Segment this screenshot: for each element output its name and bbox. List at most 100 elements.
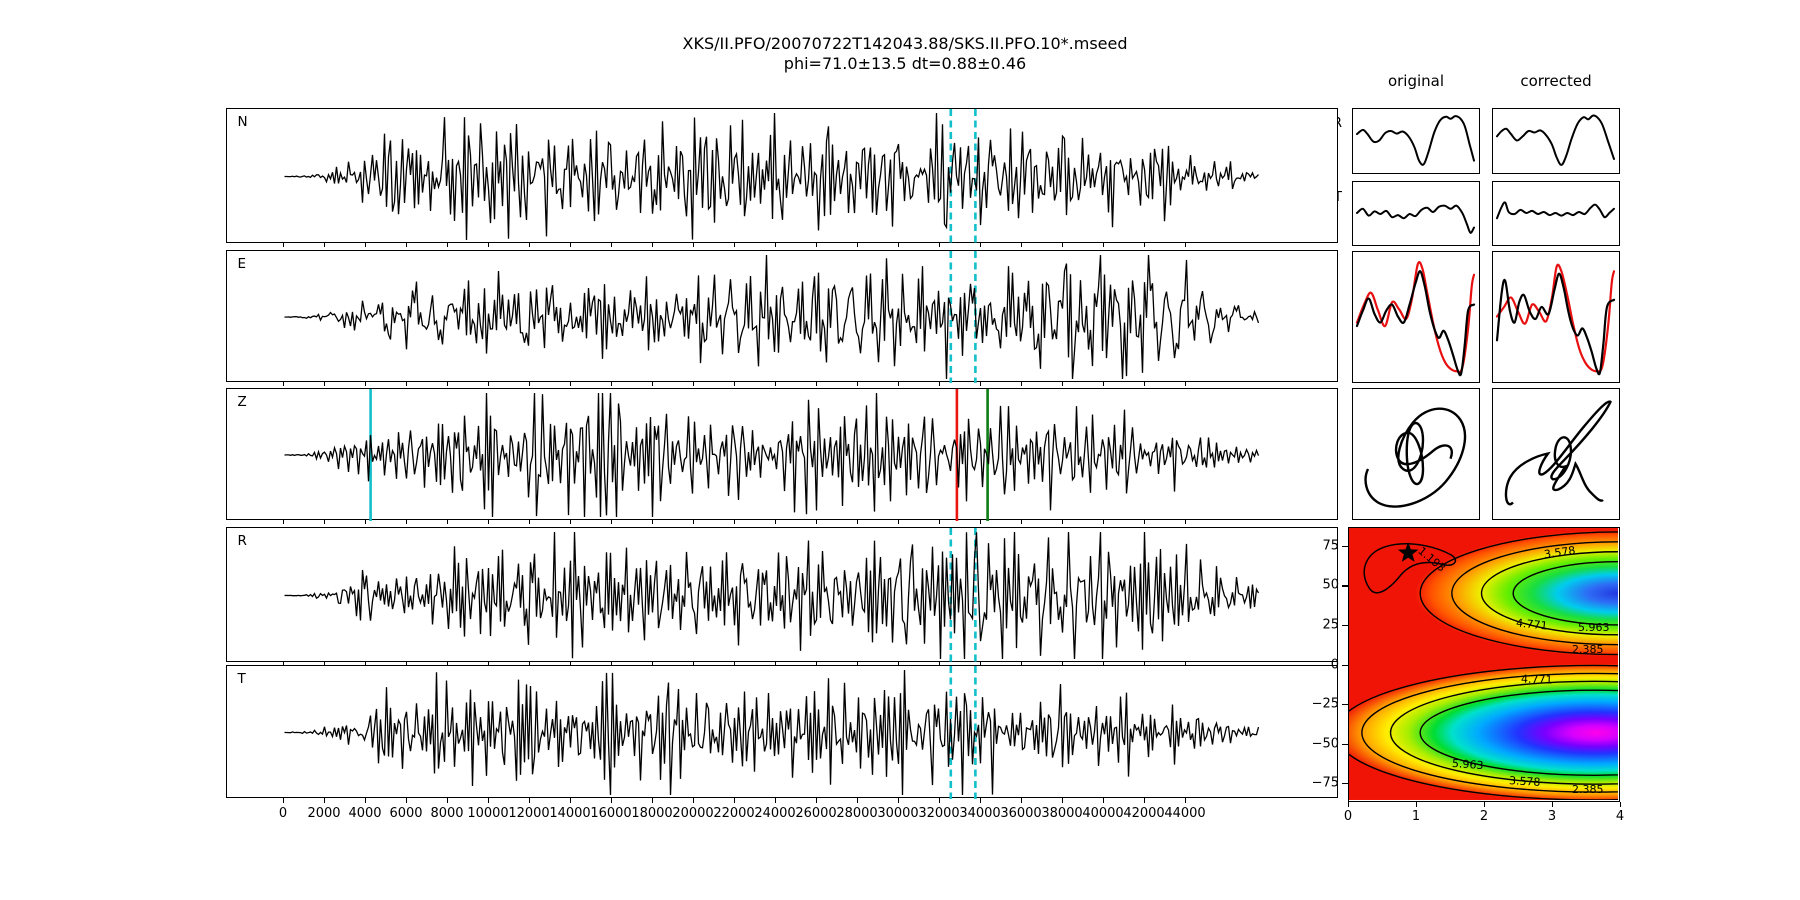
axis-tick-mark xyxy=(775,382,777,386)
surface-y-tick-label: 75 xyxy=(1322,538,1339,554)
waveform-panel-z: Z xyxy=(225,388,1338,521)
row-label-t: T xyxy=(1334,190,1342,205)
axis-tick-mark xyxy=(529,798,531,803)
axis-tick-mark xyxy=(1021,798,1023,803)
axis-tick-mark xyxy=(365,382,367,386)
x-axis-tick-label: 34000 xyxy=(959,806,1001,821)
x-axis-tick-label: 6000 xyxy=(389,806,423,821)
trace-svg-z xyxy=(283,389,1259,521)
x-axis-tick-label: 22000 xyxy=(713,806,755,821)
axis-tick-mark xyxy=(939,662,941,666)
panel-label-e: E xyxy=(237,256,247,272)
axis-tick-mark xyxy=(652,243,654,247)
error-surface-map xyxy=(1349,528,1618,800)
axis-tick-mark xyxy=(980,520,982,524)
axis-tick-mark xyxy=(611,382,613,386)
axis-tick-mark xyxy=(857,520,859,524)
axis-tick-mark xyxy=(734,382,736,386)
axis-tick-mark xyxy=(898,382,900,386)
axis-tick-mark xyxy=(775,798,777,803)
axis-tick-mark xyxy=(529,243,531,247)
axis-tick-mark xyxy=(324,243,326,247)
axis-tick-mark xyxy=(324,520,326,524)
column-header-original: original xyxy=(1387,72,1445,90)
axis-tick-mark xyxy=(1185,662,1187,666)
r-trace-corrected xyxy=(1496,114,1615,166)
contour-label: 2.385 xyxy=(1572,643,1604,656)
axis-tick-mark xyxy=(1185,520,1187,524)
panel-label-t: T xyxy=(237,671,246,687)
x-axis-tick-label: 26000 xyxy=(795,806,837,821)
panel-label-n: N xyxy=(237,114,248,130)
axis-tick-mark xyxy=(365,798,367,803)
axis-tick-mark xyxy=(611,243,613,247)
axis-tick-mark xyxy=(734,243,736,247)
seismic-trace-z xyxy=(283,392,1259,518)
axis-tick-mark xyxy=(324,662,326,666)
axis-tick-mark xyxy=(488,243,490,247)
small-panel-compare-original xyxy=(1352,251,1480,383)
axis-tick-mark xyxy=(1062,798,1064,803)
contour-label: 4.771 xyxy=(1520,672,1553,687)
axis-tick-mark xyxy=(1144,243,1146,247)
axis-tick-mark xyxy=(734,798,736,803)
axis-tick-mark xyxy=(980,243,982,247)
particle-motion-corrected xyxy=(1492,388,1620,520)
contour-label: 2.385 xyxy=(1572,783,1604,796)
axis-tick-mark xyxy=(488,520,490,524)
seismic-trace-e xyxy=(283,254,1259,380)
fast-trace-original xyxy=(1355,261,1476,374)
axis-tick-mark xyxy=(488,798,490,803)
axis-tick-mark xyxy=(1144,662,1146,666)
surface-x-tick-label: 3 xyxy=(1547,809,1557,824)
axis-tick-mark xyxy=(1021,243,1023,247)
axis-tick-mark xyxy=(365,243,367,247)
axis-tick-mark xyxy=(406,798,408,803)
best-fit-contour xyxy=(1363,543,1457,594)
axis-tick-mark xyxy=(570,662,572,666)
surface-x-tick-label: 4 xyxy=(1615,809,1625,824)
axis-tick-mark xyxy=(693,798,695,803)
particle-motion-original xyxy=(1352,388,1480,520)
surface-y-tick-label: 0 xyxy=(1330,657,1339,672)
contour-label: 5.963 xyxy=(1578,621,1610,634)
axis-tick-mark xyxy=(1062,382,1064,386)
x-axis-tick-label: 42000 xyxy=(1123,806,1165,821)
axis-tick-mark xyxy=(734,662,736,666)
surface-y-tick-label: −50 xyxy=(1311,736,1339,752)
axis-tick-mark xyxy=(488,382,490,386)
trace-svg-t xyxy=(284,666,1259,799)
x-axis-tick-label: 24000 xyxy=(754,806,796,821)
particle-motion-path-original xyxy=(1366,409,1465,507)
surface-y-tick-mark xyxy=(1342,624,1348,627)
x-axis-tick-label: 14000 xyxy=(549,806,591,821)
surface-y-tick-mark xyxy=(1342,704,1348,706)
axis-tick-mark xyxy=(570,798,572,803)
particle-motion-path-corrected xyxy=(1506,402,1611,505)
r-trace-original xyxy=(1356,115,1475,166)
x-axis-tick-label: 30000 xyxy=(877,806,919,821)
axis-tick-mark xyxy=(611,520,613,524)
axis-tick-mark xyxy=(1021,662,1023,666)
axis-tick-mark xyxy=(898,243,900,247)
x-axis-tick-label: 32000 xyxy=(918,806,960,821)
axis-tick-mark xyxy=(652,520,654,524)
slow-trace-original xyxy=(1355,270,1476,377)
x-axis-tick-label: 2000 xyxy=(307,806,341,821)
axis-tick-mark xyxy=(898,798,900,803)
axis-tick-mark xyxy=(857,662,859,666)
axis-tick-mark xyxy=(529,662,531,666)
axis-tick-mark xyxy=(898,520,900,524)
surface-y-tick-mark xyxy=(1342,585,1348,587)
slow-trace-corrected xyxy=(1495,272,1616,376)
waveform-panel-t: T xyxy=(225,665,1338,799)
panel-label-r: R xyxy=(237,533,247,549)
x-axis-tick-label: 20000 xyxy=(672,806,714,821)
axis-tick-mark xyxy=(1103,243,1105,247)
surface-y-tick-mark xyxy=(1342,545,1348,548)
axis-tick-mark xyxy=(1185,798,1187,803)
axis-tick-mark xyxy=(447,662,449,666)
small-panel-t-corrected xyxy=(1492,181,1620,246)
axis-tick-mark xyxy=(652,382,654,386)
axis-tick-mark xyxy=(611,662,613,666)
